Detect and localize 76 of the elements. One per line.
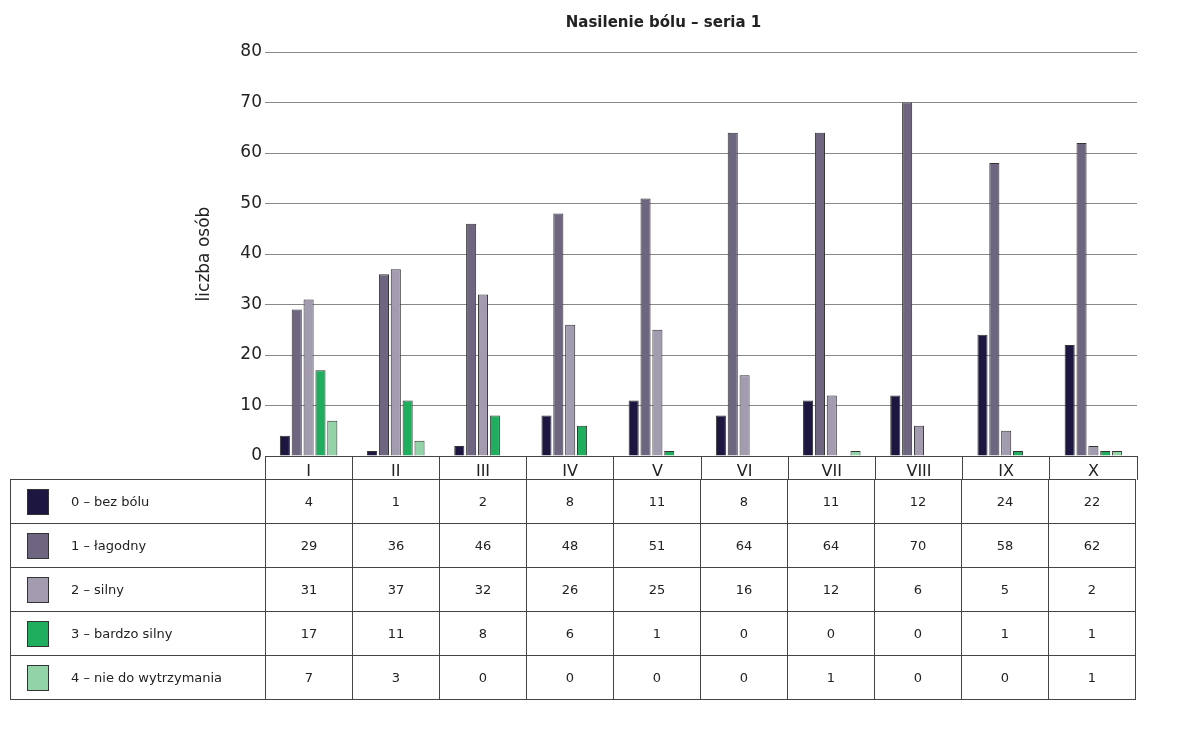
data-label: 0 (700, 611, 788, 656)
legend-label: 4 – nie do wytrzymania (10, 655, 266, 700)
data-label: 6 (874, 567, 962, 612)
data-label: 0 (526, 655, 614, 700)
x-tick-label: IX (998, 460, 1015, 480)
data-label: 11 (787, 479, 875, 524)
data-label: 1 (1048, 611, 1136, 656)
data-label: 70 (874, 523, 962, 568)
y-tick-label: 10 (240, 393, 262, 414)
chart-title: Nasilenie bólu – seria 1 (565, 12, 762, 31)
data-label: 1 (1048, 655, 1136, 700)
x-tick-label: VII (821, 460, 842, 480)
x-tick-label: III (475, 460, 491, 480)
x-tick-label: I (306, 460, 311, 480)
data-label: 11 (352, 611, 440, 656)
data-label: 36 (352, 523, 440, 568)
data-label: 8 (526, 479, 614, 524)
data-label: 1 (352, 479, 440, 524)
data-label: 0 (874, 611, 962, 656)
data-label: 32 (439, 567, 527, 612)
data-label: 3 (352, 655, 440, 700)
data-label: 5 (961, 567, 1049, 612)
data-label: 25 (613, 567, 701, 612)
data-label: 6 (526, 611, 614, 656)
data-label: 16 (700, 567, 788, 612)
data-label: 37 (352, 567, 440, 612)
data-label: 0 (700, 655, 788, 700)
x-tick-label: V (651, 460, 663, 480)
y-tick-label: 70 (240, 90, 262, 111)
data-label: 58 (961, 523, 1049, 568)
legend-label: 1 – łagodny (10, 523, 266, 568)
data-label: 31 (265, 567, 353, 612)
data-label: 12 (787, 567, 875, 612)
data-label: 29 (265, 523, 353, 568)
y-tick-label: 50 (240, 191, 262, 212)
x-tick-label: VI (736, 460, 753, 480)
data-label: 26 (526, 567, 614, 612)
x-tick-label: II (391, 460, 401, 480)
data-label: 46 (439, 523, 527, 568)
data-label: 64 (700, 523, 788, 568)
data-label: 0 (787, 611, 875, 656)
data-label: 17 (265, 611, 353, 656)
data-label: 0 (439, 655, 527, 700)
x-tick-label: IV (562, 460, 579, 480)
data-label: 0 (874, 655, 962, 700)
data-label: 48 (526, 523, 614, 568)
y-axis-title: liczba osób (192, 206, 213, 302)
data-label: 24 (961, 479, 1049, 524)
data-label: 1 (613, 611, 701, 656)
data-label: 22 (1048, 479, 1136, 524)
data-label: 11 (613, 479, 701, 524)
x-tick-label: X (1087, 460, 1099, 480)
data-label: 1 (961, 611, 1049, 656)
x-tick-label: VIII (906, 460, 932, 480)
data-label: 8 (700, 479, 788, 524)
legend-label: 2 – silny (10, 567, 266, 612)
data-label: 0 (961, 655, 1049, 700)
legend-label: 0 – bez bólu (10, 479, 266, 524)
y-tick-label: 30 (240, 292, 262, 313)
y-tick-label: 0 (251, 444, 262, 465)
data-label: 0 (613, 655, 701, 700)
data-label: 64 (787, 523, 875, 568)
data-label: 2 (1048, 567, 1136, 612)
data-label: 62 (1048, 523, 1136, 568)
data-label: 8 (439, 611, 527, 656)
data-label: 7 (265, 655, 353, 700)
y-tick-label: 60 (240, 141, 262, 162)
legend-label: 3 – bardzo silny (10, 611, 266, 656)
data-label: 2 (439, 479, 527, 524)
data-label: 1 (787, 655, 875, 700)
data-label: 4 (265, 479, 353, 524)
data-label: 51 (613, 523, 701, 568)
y-tick-label: 20 (240, 343, 262, 364)
y-tick-label: 80 (240, 40, 262, 61)
data-label: 12 (874, 479, 962, 524)
y-tick-label: 40 (240, 242, 262, 263)
